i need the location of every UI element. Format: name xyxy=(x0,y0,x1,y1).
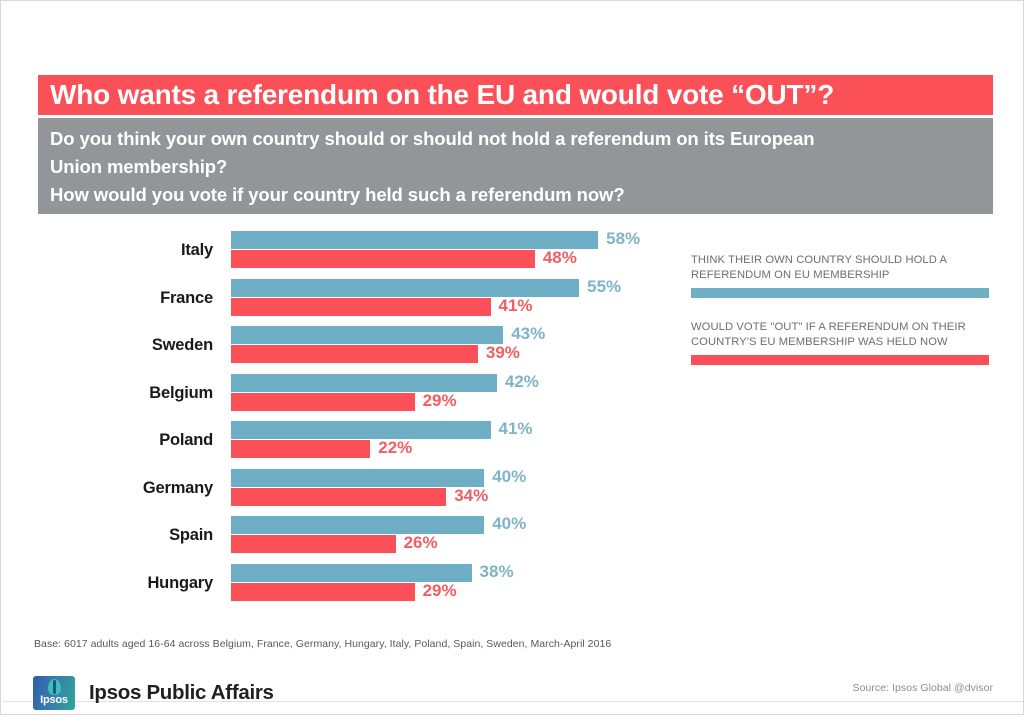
bar-chart: Italy 58% 48% France 55% 41% Sweden 43% 39% Belgi… xyxy=(1,229,681,621)
bar-value-label: 38% xyxy=(479,561,514,581)
bar-value-label: 41% xyxy=(498,419,533,438)
ipsos-logo: Ipsos Ipsos Public Affairs xyxy=(33,676,274,710)
bar-value-label: 29% xyxy=(422,390,457,410)
chart-legend: THINK THEIR OWN COUNTRY SHOULD HOLD A REF… xyxy=(691,253,991,387)
bar-group: Poland 41% 22% xyxy=(1,419,681,463)
bar-value-label: 29% xyxy=(422,580,457,600)
bar-blue xyxy=(231,468,485,487)
legend-swatch-vote-out xyxy=(691,355,989,365)
subtitle-line-3: How would you vote if your country held … xyxy=(50,184,625,205)
country-label: Belgium xyxy=(149,383,213,402)
legend-label: COUNTRY'S EU MEMBERSHIP WAS HELD NOW xyxy=(691,336,948,348)
base-note: Base: 6017 adults aged 16-64 across Belg… xyxy=(34,638,612,650)
bar-blue xyxy=(231,278,580,297)
bar-value-label: 42% xyxy=(504,371,539,391)
bar-blue xyxy=(231,231,599,249)
bar-group: Belgium 42% 29% xyxy=(1,371,681,416)
footer-divider xyxy=(2,701,1023,702)
brand-title: Ipsos Public Affairs xyxy=(89,681,274,704)
bar-red xyxy=(231,582,415,601)
bar-value-label: 39% xyxy=(485,343,520,362)
bar-value-label: 40% xyxy=(492,514,527,533)
bar-group: Sweden 43% 39% xyxy=(1,324,681,368)
bar-red xyxy=(231,345,478,363)
bar-blue xyxy=(231,373,497,392)
bar-blue xyxy=(231,563,472,582)
bar-group: Hungary 38% 29% xyxy=(1,561,681,606)
bar-group: Italy 58% 48% xyxy=(1,229,681,273)
title-band: Who wants a referendum on the EU and wou… xyxy=(38,75,993,115)
bar-blue xyxy=(231,516,485,534)
legend-label: WOULD VOTE "OUT" IF A REFERENDUM ON THEI… xyxy=(691,321,966,333)
bar-group: France 55% 41% xyxy=(1,276,681,321)
bar-blue xyxy=(231,326,504,344)
source-note: Source: Ipsos Global @dvisor xyxy=(852,682,993,694)
legend-label: THINK THEIR OWN COUNTRY SHOULD HOLD A xyxy=(691,254,948,266)
bar-red xyxy=(231,440,371,458)
bar-value-label: 58% xyxy=(606,229,641,248)
bar-value-label: 55% xyxy=(587,276,622,296)
subtitle-line-2: Union membership? xyxy=(50,156,228,177)
bar-group: Germany 40% 34% xyxy=(1,466,681,511)
country-label: Germany xyxy=(142,478,213,497)
legend-swatch-referendum xyxy=(691,288,989,298)
legend-label: REFERENDUM ON EU MEMBERSHIP xyxy=(691,269,890,281)
country-label: Italy xyxy=(180,241,213,259)
legend-item: WOULD VOTE "OUT" IF A REFERENDUM ON THEI… xyxy=(691,320,991,365)
legend-item: THINK THEIR OWN COUNTRY SHOULD HOLD A REF… xyxy=(691,253,991,298)
country-label: Sweden xyxy=(151,336,213,354)
bar-red xyxy=(231,487,447,506)
leaf-icon xyxy=(48,679,61,695)
bar-value-label: 40% xyxy=(492,466,527,486)
ipsos-logo-icon: Ipsos xyxy=(33,676,75,710)
bar-red xyxy=(231,297,491,316)
bar-red xyxy=(231,535,396,553)
country-label: Poland xyxy=(159,431,213,449)
bar-blue xyxy=(231,421,491,439)
bar-value-label: 34% xyxy=(454,485,489,505)
bar-red xyxy=(231,250,535,268)
country-label: France xyxy=(160,288,213,307)
bar-value-label: 22% xyxy=(378,438,413,457)
bar-value-label: 43% xyxy=(511,324,546,343)
bar-group: Spain 40% 26% xyxy=(1,514,681,558)
logo-wordmark: Ipsos xyxy=(40,694,68,706)
country-label: Hungary xyxy=(147,573,213,592)
bar-value-label: 48% xyxy=(542,248,577,267)
bar-value-label: 26% xyxy=(403,533,438,552)
country-label: Spain xyxy=(169,526,213,544)
bar-red xyxy=(231,392,415,411)
page-title: Who wants a referendum on the EU and wou… xyxy=(50,79,835,110)
bar-value-label: 41% xyxy=(498,295,533,315)
subtitle-line-1: Do you think your own country should or … xyxy=(50,128,815,149)
subtitle-band: Do you think your own country should or … xyxy=(38,118,993,214)
